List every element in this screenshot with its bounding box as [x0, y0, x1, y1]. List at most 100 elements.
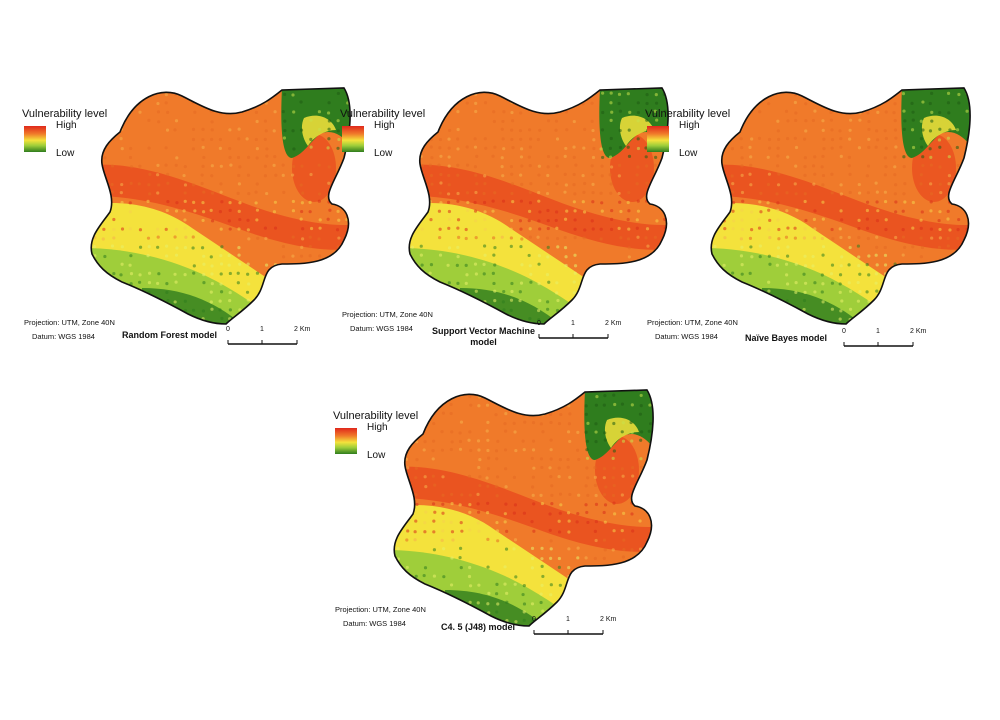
grid-cell — [191, 308, 196, 312]
grid-cell — [521, 592, 525, 597]
grid-cell — [449, 583, 454, 587]
grid-cell — [317, 163, 321, 167]
grid-cell — [546, 218, 550, 223]
grid-cell — [975, 218, 978, 221]
grid-cell — [813, 281, 817, 285]
grid-cell — [464, 236, 468, 241]
grid-cell — [527, 155, 531, 159]
grid-cell — [568, 439, 572, 444]
grid-cell — [513, 538, 518, 542]
grid-cell — [520, 237, 524, 241]
grid-cell — [466, 200, 470, 205]
grid-cell — [272, 129, 276, 133]
grid-cell — [255, 147, 259, 151]
grid-cell — [504, 412, 508, 416]
grid-cell — [164, 93, 168, 97]
grid-cell — [635, 173, 639, 177]
grid-cell — [611, 582, 615, 586]
grid-cell — [831, 237, 835, 241]
grid-cell — [301, 299, 305, 303]
grid-cell — [165, 128, 170, 132]
grid-cell — [867, 145, 871, 149]
grid-cell — [337, 236, 341, 240]
grid-cell — [404, 591, 408, 596]
grid-cell — [460, 493, 464, 497]
grid-cell — [573, 227, 577, 231]
grid-cell — [645, 93, 649, 97]
grid-cell — [820, 236, 824, 241]
grid-cell — [575, 520, 579, 524]
grid-cell — [120, 102, 124, 106]
grid-cell — [901, 317, 905, 321]
grid-cell — [723, 192, 727, 196]
grid-cell — [593, 475, 597, 479]
grid-cell — [282, 136, 287, 140]
grid-cell — [486, 537, 490, 541]
grid-cell — [858, 191, 862, 195]
grid-cell — [403, 219, 406, 222]
grid-cell — [572, 145, 576, 149]
grid-cell — [522, 610, 526, 614]
grid-cell — [247, 317, 251, 322]
grid-cell — [292, 147, 296, 151]
grid-cell — [456, 109, 460, 114]
grid-cell — [439, 181, 443, 185]
grid-cell — [437, 101, 441, 105]
grid-cell — [803, 199, 807, 204]
grid-cell — [653, 235, 657, 239]
grid-cell — [621, 421, 625, 425]
grid-cell — [494, 449, 499, 453]
grid-cell — [902, 127, 906, 131]
grid-cell — [433, 483, 437, 487]
grid-cell — [748, 145, 752, 149]
grid-cell — [110, 164, 115, 168]
legend-color-ramp — [335, 428, 357, 454]
grid-cell — [757, 92, 761, 96]
grid-cell — [593, 465, 597, 470]
grid-cell — [599, 237, 603, 241]
grid-cell — [92, 271, 97, 275]
grid-cell — [584, 484, 588, 488]
grid-cell — [326, 146, 330, 150]
grid-cell — [273, 317, 277, 321]
grid-cell — [620, 493, 624, 497]
grid-cell — [209, 255, 213, 259]
grid-cell — [838, 92, 842, 96]
grid-cell — [218, 146, 222, 150]
grid-cell — [308, 244, 312, 249]
grid-cell — [573, 192, 577, 196]
grid-cell — [750, 290, 754, 294]
grid-cell — [647, 619, 651, 623]
grid-cell — [584, 412, 588, 416]
grid-cell — [875, 190, 879, 194]
grid-cell — [849, 101, 853, 105]
grid-cell — [236, 101, 240, 105]
grid-cell — [630, 548, 634, 552]
grid-cell — [540, 501, 545, 506]
grid-cell — [974, 263, 977, 266]
grid-cell — [464, 227, 468, 232]
grid-cell — [812, 217, 816, 221]
grid-cell — [768, 236, 772, 240]
grid-cell — [657, 467, 660, 470]
grid-cell — [237, 253, 241, 257]
grid-cell — [183, 199, 187, 203]
grid-cell — [830, 281, 834, 285]
grid-cell — [522, 511, 527, 515]
grid-cell — [210, 137, 214, 141]
grid-cell — [582, 308, 586, 312]
grid-cell — [183, 299, 187, 303]
grid-cell — [238, 262, 242, 266]
grid-cell — [219, 282, 223, 286]
grid-cell — [236, 191, 240, 195]
grid-cell — [757, 226, 762, 230]
grid-cell — [565, 92, 569, 96]
grid-cell — [602, 583, 607, 587]
grid-cell — [450, 440, 454, 444]
grid-cell — [838, 290, 842, 294]
grid-cell — [447, 281, 451, 285]
grid-cell — [549, 610, 554, 614]
grid-cell — [539, 600, 543, 605]
grid-cell — [227, 219, 231, 223]
grid-cell — [865, 200, 870, 204]
